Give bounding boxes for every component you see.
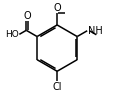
Text: O: O — [23, 11, 31, 20]
Text: Cl: Cl — [52, 82, 62, 92]
Text: O: O — [53, 3, 61, 13]
Text: NH: NH — [88, 26, 102, 36]
Text: HO: HO — [5, 30, 19, 39]
